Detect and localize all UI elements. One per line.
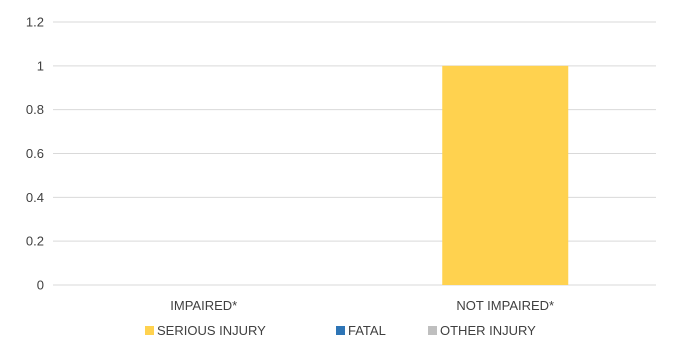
y-tick-label: 1.2 xyxy=(26,15,44,30)
y-axis-ticks: 0 0.2 0.4 0.6 0.8 1 1.2 xyxy=(26,15,44,293)
legend-label: SERIOUS INJURY xyxy=(157,323,266,338)
bar-serious-injury-1 xyxy=(442,65,569,285)
legend-swatch xyxy=(336,326,345,335)
legend-swatch xyxy=(428,326,437,335)
x-axis-categories: IMPAIRED* NOT IMPAIRED* xyxy=(170,298,554,313)
y-tick-label: 1 xyxy=(37,58,44,73)
bars xyxy=(442,65,569,285)
y-tick-label: 0 xyxy=(37,278,44,293)
y-tick-label: 0.4 xyxy=(26,190,44,205)
gridlines xyxy=(53,21,656,286)
legend-swatch xyxy=(145,326,154,335)
y-tick-label: 0.8 xyxy=(26,102,44,117)
y-tick-label: 0.6 xyxy=(26,146,44,161)
legend: SERIOUS INJURY FATAL OTHER INJURY xyxy=(145,323,536,338)
legend-label: OTHER INJURY xyxy=(440,323,536,338)
legend-label: FATAL xyxy=(348,323,386,338)
x-category-label: NOT IMPAIRED* xyxy=(456,298,554,313)
x-category-label: IMPAIRED* xyxy=(170,298,237,313)
y-tick-label: 0.2 xyxy=(26,234,44,249)
